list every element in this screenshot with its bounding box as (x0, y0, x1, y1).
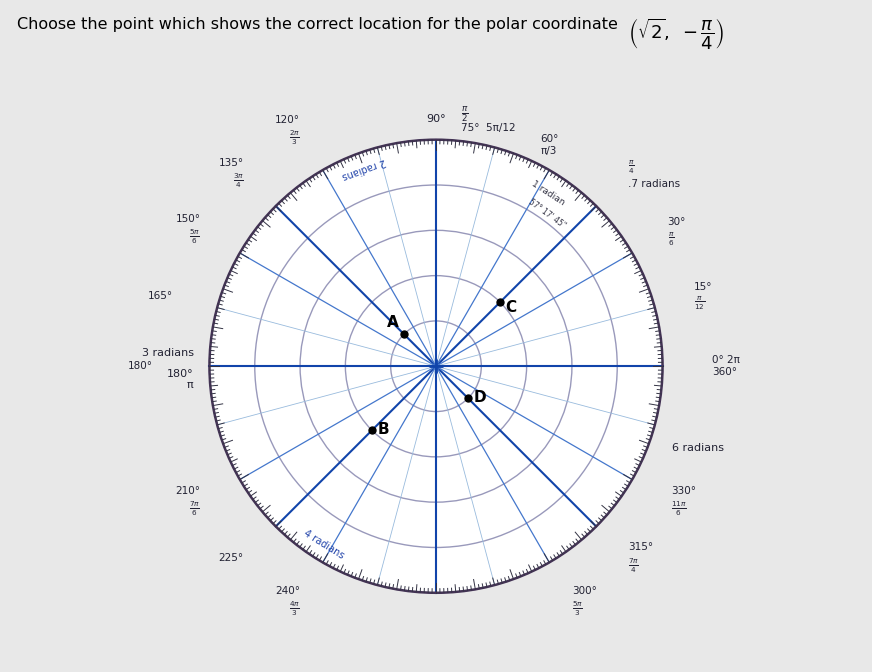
Text: $\frac{\pi}{4}$
.7 radians: $\frac{\pi}{4}$ .7 radians (628, 159, 680, 189)
Text: 6 radians: 6 radians (671, 443, 724, 453)
Text: 180°: 180° (128, 362, 153, 371)
Text: 180°: 180° (167, 368, 194, 378)
Text: 57° 17' 45": 57° 17' 45" (527, 198, 567, 230)
Text: D: D (473, 390, 486, 405)
Text: $\frac{\pi}{2}$: $\frac{\pi}{2}$ (461, 105, 468, 124)
Text: 240°
$\frac{4\pi}{3}$: 240° $\frac{4\pi}{3}$ (275, 585, 300, 618)
Circle shape (209, 140, 663, 593)
Text: 225°: 225° (219, 554, 244, 563)
Text: 60°
π/3: 60° π/3 (540, 134, 558, 155)
Text: 300°
$\frac{5\pi}{3}$: 300° $\frac{5\pi}{3}$ (572, 585, 596, 618)
Text: 150°
$\frac{5\pi}{6}$: 150° $\frac{5\pi}{6}$ (175, 214, 201, 247)
Text: 120°
$\frac{2\pi}{3}$: 120° $\frac{2\pi}{3}$ (275, 115, 300, 147)
Text: 75°  5π/12: 75° 5π/12 (460, 123, 515, 133)
Text: 90°: 90° (426, 114, 446, 124)
Text: 165°: 165° (148, 291, 174, 301)
Text: 315°
$\frac{7\pi}{4}$: 315° $\frac{7\pi}{4}$ (628, 542, 653, 575)
Text: π: π (187, 380, 194, 390)
Text: 1 radian: 1 radian (530, 179, 567, 208)
Text: 135°
$\frac{3\pi}{4}$: 135° $\frac{3\pi}{4}$ (219, 158, 244, 190)
Text: Choose the point which shows the correct location for the polar coordinate: Choose the point which shows the correct… (17, 17, 618, 32)
Text: 330°
$\frac{11\pi}{6}$: 330° $\frac{11\pi}{6}$ (671, 486, 697, 518)
Text: A: A (387, 315, 399, 331)
Text: $\left(\sqrt{2},\ -\dfrac{\pi}{4}\right)$: $\left(\sqrt{2},\ -\dfrac{\pi}{4}\right)… (628, 17, 724, 52)
Text: 3 radians: 3 radians (141, 348, 194, 358)
Text: 0° 2π
360°: 0° 2π 360° (712, 355, 740, 378)
Text: 15°
$\frac{\pi}{12}$: 15° $\frac{\pi}{12}$ (694, 282, 712, 312)
Text: 4 radians: 4 radians (303, 529, 346, 561)
Text: 2 radians: 2 radians (341, 156, 387, 181)
Text: 30°
$\frac{\pi}{6}$: 30° $\frac{\pi}{6}$ (667, 218, 686, 248)
Text: C: C (506, 300, 516, 315)
Text: B: B (378, 422, 389, 437)
Text: 210°
$\frac{7\pi}{6}$: 210° $\frac{7\pi}{6}$ (175, 486, 201, 518)
